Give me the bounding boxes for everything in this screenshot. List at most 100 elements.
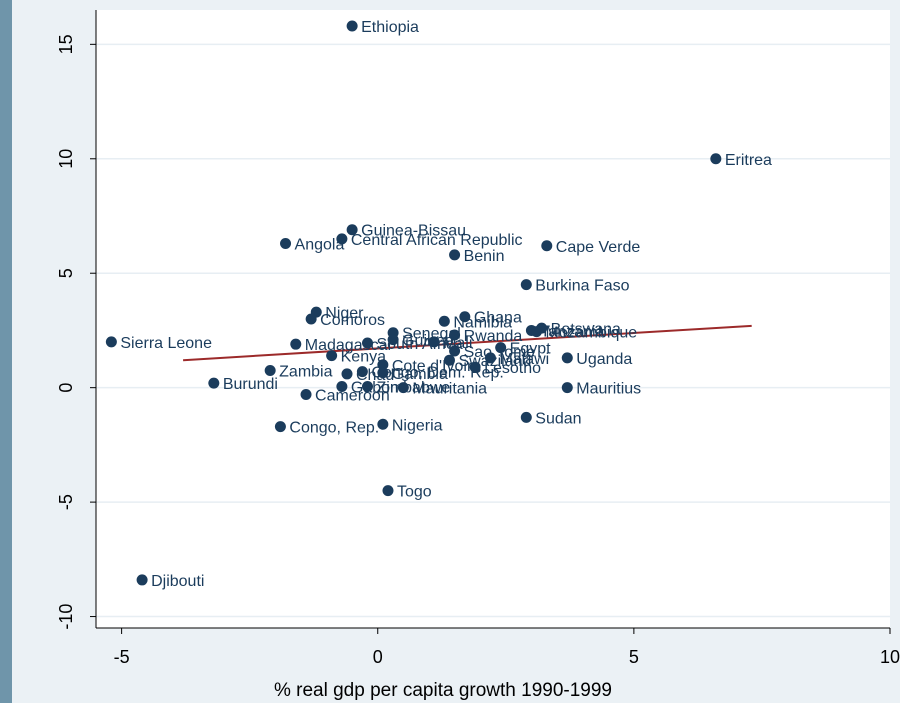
scatter-point bbox=[561, 382, 573, 394]
scatter-point bbox=[428, 336, 440, 348]
scatter-point bbox=[469, 361, 481, 373]
point-label: Nigeria bbox=[392, 417, 443, 434]
x-tick-label: -5 bbox=[114, 647, 130, 667]
point-label: Cape Verde bbox=[556, 239, 641, 256]
fit-line bbox=[183, 324, 752, 362]
point-label: Togo bbox=[397, 484, 432, 501]
scatter-point bbox=[280, 237, 292, 249]
x-tick-label: 0 bbox=[373, 647, 383, 667]
x-tick-label: 10 bbox=[880, 647, 900, 667]
point-label: Ethiopia bbox=[361, 19, 419, 36]
scatter-point bbox=[264, 365, 276, 376]
scatter-point bbox=[356, 366, 368, 378]
scatter-point bbox=[346, 20, 358, 32]
scatter-point bbox=[541, 240, 553, 252]
left-border-strip bbox=[0, 0, 12, 703]
y-tick-label: 10 bbox=[56, 149, 76, 169]
point-label: Lesotho bbox=[484, 360, 541, 377]
point-label: Zambia bbox=[279, 364, 332, 381]
scatter-point bbox=[495, 342, 507, 354]
x-axis-title: % real gdp per capita growth 1990-1999 bbox=[274, 680, 612, 701]
scatter-point bbox=[274, 421, 286, 433]
point-label: Eritrea bbox=[725, 152, 772, 169]
scatter-point bbox=[361, 381, 373, 393]
point-label: Benin bbox=[464, 248, 505, 265]
scatter-point bbox=[361, 337, 373, 349]
point-label: Tanzania bbox=[540, 323, 604, 340]
scatter-point bbox=[377, 418, 389, 430]
point-label: Cameroon bbox=[315, 388, 390, 405]
y-tick-label: -5 bbox=[56, 494, 76, 510]
scatter-point bbox=[377, 359, 389, 371]
point-label: Zimbabwe bbox=[376, 380, 450, 397]
point-label: Sierra Leone bbox=[120, 335, 212, 352]
scatter-point bbox=[136, 574, 148, 586]
scatter-point bbox=[341, 368, 353, 380]
scatter-point bbox=[397, 382, 409, 394]
point-label: Mozambique bbox=[546, 325, 638, 342]
scatter-point bbox=[305, 313, 317, 325]
point-label: Egypt bbox=[510, 341, 551, 358]
point-label: Namibia bbox=[453, 314, 512, 331]
point-label: Djibouti bbox=[151, 573, 204, 590]
y-tick-label: 15 bbox=[56, 34, 76, 54]
point-label: Senegal bbox=[402, 326, 461, 343]
point-label: Sao Tome bbox=[464, 344, 536, 361]
point-label: Mauritius bbox=[576, 381, 641, 398]
scatter-point bbox=[105, 336, 117, 348]
scatter-point bbox=[387, 334, 399, 346]
point-label: Rwanda bbox=[464, 328, 523, 345]
point-label: Malawi bbox=[499, 351, 549, 368]
point-label: Congo, Dem. Rep. bbox=[371, 365, 504, 382]
scatter-point bbox=[459, 311, 471, 323]
point-label: Gambia bbox=[392, 366, 448, 383]
scatter-point bbox=[710, 153, 722, 165]
point-label: Sudan bbox=[535, 410, 581, 427]
scatter-point bbox=[449, 345, 461, 357]
scatter-point bbox=[443, 354, 455, 366]
y-axis-ticks: -10 -5 0 5 10 15 bbox=[56, 34, 96, 630]
scatter-point bbox=[438, 315, 450, 327]
point-label: Congo, Rep. bbox=[289, 420, 379, 437]
point-label: Uganda bbox=[576, 351, 632, 368]
scatter-point bbox=[520, 411, 532, 423]
x-axis-ticks: -5 0 5 10 bbox=[114, 628, 900, 667]
scatter-point bbox=[208, 377, 220, 389]
point-label: Cote d'Ivoire bbox=[392, 358, 481, 375]
scatter-point bbox=[290, 338, 302, 350]
gridlines bbox=[96, 43, 890, 618]
point-label: Guinea bbox=[402, 333, 454, 350]
point-label: Angola bbox=[295, 236, 345, 253]
scatter-point bbox=[382, 485, 394, 497]
scatter-point bbox=[300, 389, 312, 401]
scatter-point bbox=[520, 279, 532, 291]
x-tick-label: 5 bbox=[629, 647, 639, 667]
scatter-point bbox=[336, 233, 348, 245]
scatter-point bbox=[346, 224, 358, 236]
point-label: Burkina Faso bbox=[535, 278, 629, 295]
y-tick-label: 5 bbox=[56, 268, 76, 278]
plot-area bbox=[96, 10, 890, 628]
point-label: Central African Republic bbox=[351, 232, 523, 249]
point-label: Burundi bbox=[223, 376, 278, 393]
scatter-point bbox=[484, 352, 496, 364]
point-label: Mauritania bbox=[412, 381, 487, 398]
y-tick-label: -10 bbox=[56, 604, 76, 630]
point-label: Guinea-Bissau bbox=[361, 223, 466, 240]
y-tick-label: 0 bbox=[56, 383, 76, 393]
point-label: Kenya bbox=[341, 349, 386, 366]
point-label: Niger bbox=[325, 305, 364, 322]
scatter-point bbox=[561, 352, 573, 364]
scatter-point bbox=[449, 249, 461, 261]
point-label: Ghana bbox=[474, 310, 522, 327]
point-label: Comoros bbox=[320, 312, 385, 329]
point-label: Botswana bbox=[551, 321, 621, 338]
scatter-point bbox=[531, 326, 543, 338]
point-label: South Africa bbox=[376, 336, 462, 353]
scatter-point bbox=[449, 329, 461, 341]
scatter-point bbox=[336, 381, 348, 393]
scatter-point bbox=[326, 350, 338, 362]
